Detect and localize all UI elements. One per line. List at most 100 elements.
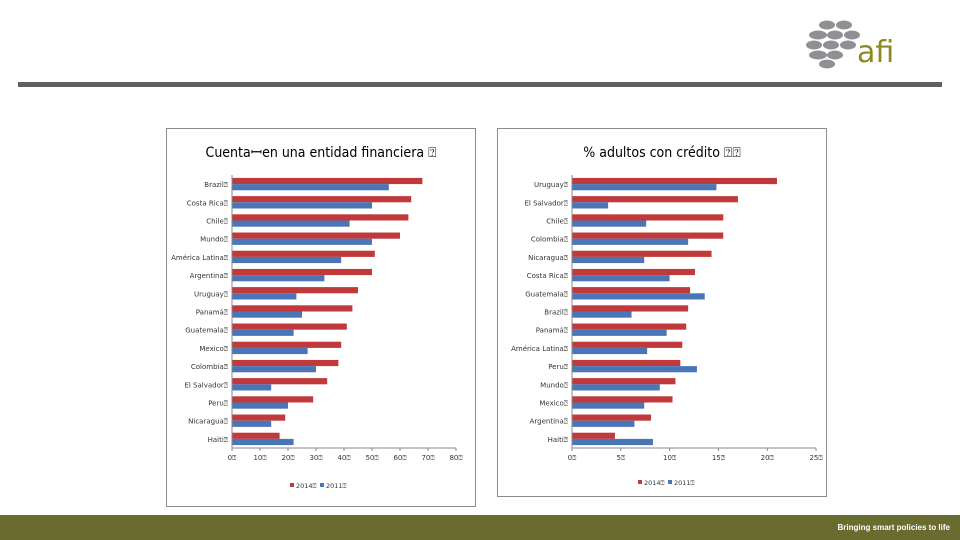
bar-2014-mundo <box>232 232 400 239</box>
bar-2014-brazil <box>572 305 689 312</box>
x-tick-label: 5⍰ <box>616 454 625 462</box>
category-label-peru: Peru⍰ <box>548 363 568 371</box>
bar-2011-brazil <box>572 311 632 318</box>
category-label-mexico: Mexico⍰ <box>539 400 568 408</box>
bar-2011-panam <box>232 311 302 318</box>
bar-2014-costa-rica <box>232 196 412 203</box>
chart-account-ownership: Cuentaꟷen una entidad financiera ⍰ Brazi… <box>166 128 476 507</box>
bar-2011-uruguay <box>232 293 297 300</box>
bar-chart-credit: Uruguay⍰ El Salvador⍰ Chile⍰ Colombia⍰ Nicar… <box>511 175 823 487</box>
bar-2014-el-salvador <box>572 196 738 203</box>
bar-2014-brazil <box>232 177 423 185</box>
chart-title: % adultos con crédito ⍰⍰ <box>583 145 741 161</box>
category-label-haiti: Haiti⍰ <box>208 436 228 444</box>
bar-2014-chile <box>232 214 409 221</box>
bar-2011-brazil <box>232 184 389 191</box>
bar-chart-accounts: Brazil⍰ Costa Rica⍰ Chile⍰ Mundo⍰ América La… <box>171 175 463 490</box>
x-tick-label: 50⍰ <box>365 454 378 462</box>
legend-swatch-2011 <box>320 483 324 487</box>
x-tick-label: 15⍰ <box>712 454 725 462</box>
bar-2011-mundo <box>572 384 660 391</box>
category-label-guatemala: Guatemala⍰ <box>185 327 228 335</box>
category-label-costa-rica: Costa Rica⍰ <box>187 199 228 207</box>
bar-2011-guatemala <box>572 293 705 300</box>
category-label-guatemala: Guatemala⍰ <box>525 290 568 298</box>
category-label-am-rica-latina: América Latina⍰ <box>171 254 228 262</box>
bar-2014-am-rica-latina <box>572 341 683 348</box>
legend-label-2011: 2011⍰ <box>674 479 695 487</box>
x-tick-label: 20⍰ <box>281 454 294 462</box>
category-label-costa-rica: Costa Rica⍰ <box>527 272 568 280</box>
category-label-colombia: Colombia⍰ <box>191 363 228 371</box>
bar-2011-haiti <box>232 438 294 446</box>
category-label-panam: Panamá⍰ <box>536 327 568 335</box>
chart-title: Cuentaꟷen una entidad financiera ⍰ <box>205 145 437 161</box>
bar-2014-uruguay <box>572 177 777 185</box>
bar-2014-mundo <box>572 378 676 385</box>
category-label-el-salvador: El Salvador⍰ <box>524 199 568 207</box>
category-label-argentina: Argentina⍰ <box>530 418 568 426</box>
category-label-chile: Chile⍰ <box>206 218 228 226</box>
category-label-mexico: Mexico⍰ <box>199 345 228 353</box>
category-label-mundo: Mundo⍰ <box>540 381 568 389</box>
bar-2011-argentina <box>232 275 325 282</box>
bar-2011-el-salvador <box>572 202 609 209</box>
category-label-nicaragua: Nicaragua⍰ <box>528 254 568 262</box>
legend-swatch-2014 <box>290 483 294 487</box>
legend-label-2014: 2014⍰ <box>296 482 317 490</box>
x-tick-label: 60⍰ <box>393 454 406 462</box>
bar-2014-colombia <box>572 232 724 239</box>
bar-2011-costa-rica <box>572 275 670 282</box>
x-tick-label: 0⍰ <box>228 454 237 462</box>
afi-logo: afi <box>800 18 910 70</box>
category-label-mundo: Mundo⍰ <box>200 236 228 244</box>
bar-2011-am-rica-latina <box>232 256 342 264</box>
bar-2011-chile <box>232 220 350 227</box>
x-tick-label: 25⍰ <box>809 454 822 462</box>
category-label-am-rica-latina: América Latina⍰ <box>511 345 568 353</box>
bar-2011-mexico <box>232 347 308 355</box>
x-tick-label: 10⍰ <box>253 454 266 462</box>
x-tick-label: 10⍰ <box>663 454 676 462</box>
bar-2011-chile <box>572 220 647 227</box>
bar-2011-nicaragua <box>572 256 645 264</box>
bar-2011-el-salvador <box>232 384 272 391</box>
chart-credit: % adultos con crédito ⍰⍰ Uruguay⍰ El Salv… <box>497 128 827 497</box>
bar-2014-chile <box>572 214 724 221</box>
legend-label-2011: 2011⍰ <box>326 482 347 490</box>
bar-2011-peru <box>572 366 697 373</box>
legend-swatch-2011 <box>668 480 672 484</box>
bar-2014-colombia <box>232 359 339 367</box>
bar-2014-argentina <box>232 268 372 276</box>
bar-2011-uruguay <box>572 184 717 191</box>
legend-swatch-2014 <box>638 480 642 484</box>
bar-2014-panam <box>572 323 687 330</box>
bar-2011-mundo <box>232 238 372 245</box>
category-label-argentina: Argentina⍰ <box>190 272 228 280</box>
bar-2014-el-salvador <box>232 378 328 385</box>
category-label-chile: Chile⍰ <box>546 218 568 226</box>
bar-2014-guatemala <box>572 287 691 294</box>
bar-2011-colombia <box>572 238 689 245</box>
bar-2011-mexico <box>572 402 645 409</box>
category-label-uruguay: Uruguay⍰ <box>534 181 568 189</box>
category-label-uruguay: Uruguay⍰ <box>194 290 228 298</box>
category-label-brazil: Brazil⍰ <box>204 181 228 189</box>
bar-2011-colombia <box>232 366 316 373</box>
bar-2014-nicaragua <box>572 250 712 257</box>
bar-2014-peru <box>232 396 314 403</box>
category-label-peru: Peru⍰ <box>208 400 228 408</box>
bar-2011-argentina <box>572 420 635 427</box>
bar-2014-argentina <box>572 414 652 421</box>
bar-2014-nicaragua <box>232 414 286 421</box>
bar-2011-nicaragua <box>232 420 272 427</box>
bar-2011-panam <box>572 329 667 336</box>
bar-2014-am-rica-latina <box>232 250 375 257</box>
bar-2014-haiti <box>232 432 280 439</box>
category-label-el-salvador: El Salvador⍰ <box>184 381 228 389</box>
bar-2014-uruguay <box>232 287 358 294</box>
category-label-brazil: Brazil⍰ <box>544 309 568 317</box>
header-rule <box>18 82 942 87</box>
bar-2011-am-rica-latina <box>572 347 648 355</box>
x-tick-label: 30⍰ <box>309 454 322 462</box>
